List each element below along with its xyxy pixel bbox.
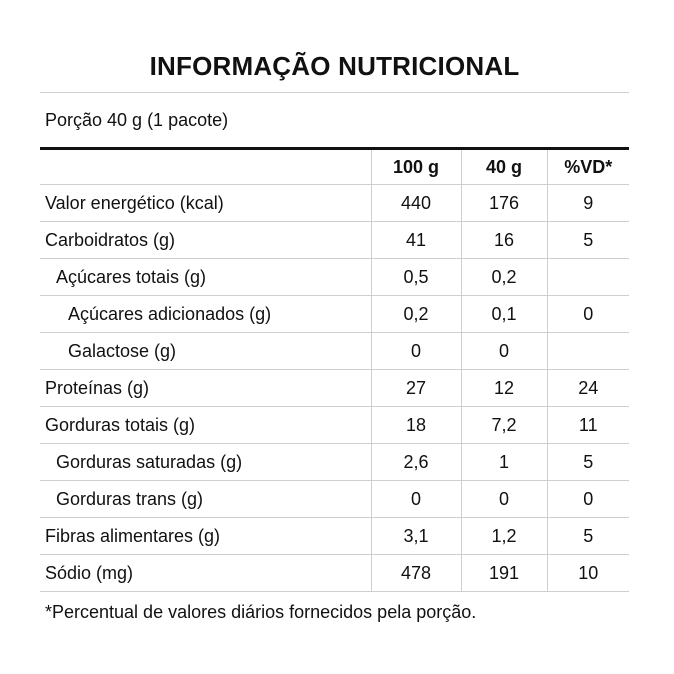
nutrient-name: Açúcares totais (g): [40, 258, 371, 296]
value-daily-percent: 0: [546, 295, 629, 333]
nutrient-name: Gorduras trans (g): [40, 480, 371, 518]
title-divider: [40, 92, 629, 93]
table-row: Gorduras trans (g) 0 0 0: [40, 480, 629, 518]
value-per-40g: 0: [460, 480, 547, 518]
value-daily-percent: 24: [546, 369, 629, 407]
value-daily-percent: 0: [546, 480, 629, 518]
nutrient-name: Galactose (g): [40, 332, 371, 370]
nutrient-name: Carboidratos (g): [40, 221, 371, 259]
table-row: Valor energético (kcal) 440 176 9: [40, 184, 629, 222]
value-per-40g: 7,2: [460, 406, 547, 444]
value-daily-percent: 5: [546, 443, 629, 481]
table-row: Açúcares adicionados (g) 0,2 0,1 0: [40, 295, 629, 333]
value-per-40g: 0: [460, 332, 547, 370]
nutrient-name: Açúcares adicionados (g): [40, 295, 371, 333]
table-header-row: 100 g 40 g %VD*: [40, 150, 629, 185]
value-per-40g: 1: [460, 443, 547, 481]
value-per-40g: 191: [460, 554, 547, 592]
nutrient-name: Proteínas (g): [40, 369, 371, 407]
value-per-100g: 27: [370, 369, 461, 407]
table-row: Proteínas (g) 27 12 24: [40, 369, 629, 407]
table-row: Gorduras totais (g) 18 7,2 11: [40, 406, 629, 444]
table-row: Açúcares totais (g) 0,5 0,2: [40, 258, 629, 296]
value-per-100g: 0,5: [370, 258, 461, 296]
value-per-40g: 16: [460, 221, 547, 259]
value-per-100g: 3,1: [370, 517, 461, 555]
nutrient-name: Fibras alimentares (g): [40, 517, 371, 555]
value-daily-percent: 5: [546, 517, 629, 555]
nutrient-name: Sódio (mg): [40, 554, 371, 592]
value-per-40g: 0,2: [460, 258, 547, 296]
table-row: Fibras alimentares (g) 3,1 1,2 5: [40, 517, 629, 555]
header-per-40g: 40 g: [460, 150, 547, 185]
table-row: Sódio (mg) 478 191 10: [40, 554, 629, 592]
table-row: Gorduras saturadas (g) 2,6 1 5: [40, 443, 629, 481]
header-per-100g: 100 g: [370, 150, 461, 185]
header-nutrient: [40, 150, 371, 185]
nutrition-facts-label: INFORMAÇÃO NUTRICIONAL Porção 40 g (1 pa…: [40, 40, 629, 625]
label-title: INFORMAÇÃO NUTRICIONAL: [149, 51, 520, 81]
value-per-100g: 18: [370, 406, 461, 444]
value-per-40g: 1,2: [460, 517, 547, 555]
value-per-100g: 0,2: [370, 295, 461, 333]
value-per-100g: 41: [370, 221, 461, 259]
serving-divider: [40, 147, 629, 150]
nutrient-name: Gorduras saturadas (g): [40, 443, 371, 481]
table-row: Galactose (g) 0 0: [40, 332, 629, 370]
nutrition-table: 100 g 40 g %VD* Valor energético (kcal) 4…: [40, 150, 629, 592]
footnote: *Percentual de valores diários fornecido…: [45, 602, 477, 622]
value-daily-percent: [546, 258, 629, 296]
value-per-40g: 12: [460, 369, 547, 407]
value-daily-percent: 9: [546, 184, 629, 222]
value-per-100g: 0: [370, 480, 461, 518]
value-per-100g: 0: [370, 332, 461, 370]
value-daily-percent: [546, 332, 629, 370]
serving-size: Porção 40 g (1 pacote): [45, 110, 229, 130]
header-daily-value: %VD*: [546, 150, 629, 185]
table-row: Carboidratos (g) 41 16 5: [40, 221, 629, 259]
value-per-100g: 478: [370, 554, 461, 592]
nutrient-name: Valor energético (kcal): [40, 184, 371, 222]
value-daily-percent: 11: [546, 406, 629, 444]
value-per-40g: 0,1: [460, 295, 547, 333]
value-daily-percent: 10: [546, 554, 629, 592]
value-per-40g: 176: [460, 184, 547, 222]
value-per-100g: 2,6: [370, 443, 461, 481]
nutrition-rows: Valor energético (kcal) 440 176 9 Carboidrat…: [40, 184, 629, 592]
nutrient-name: Gorduras totais (g): [40, 406, 371, 444]
value-per-100g: 440: [370, 184, 461, 222]
value-daily-percent: 5: [546, 221, 629, 259]
